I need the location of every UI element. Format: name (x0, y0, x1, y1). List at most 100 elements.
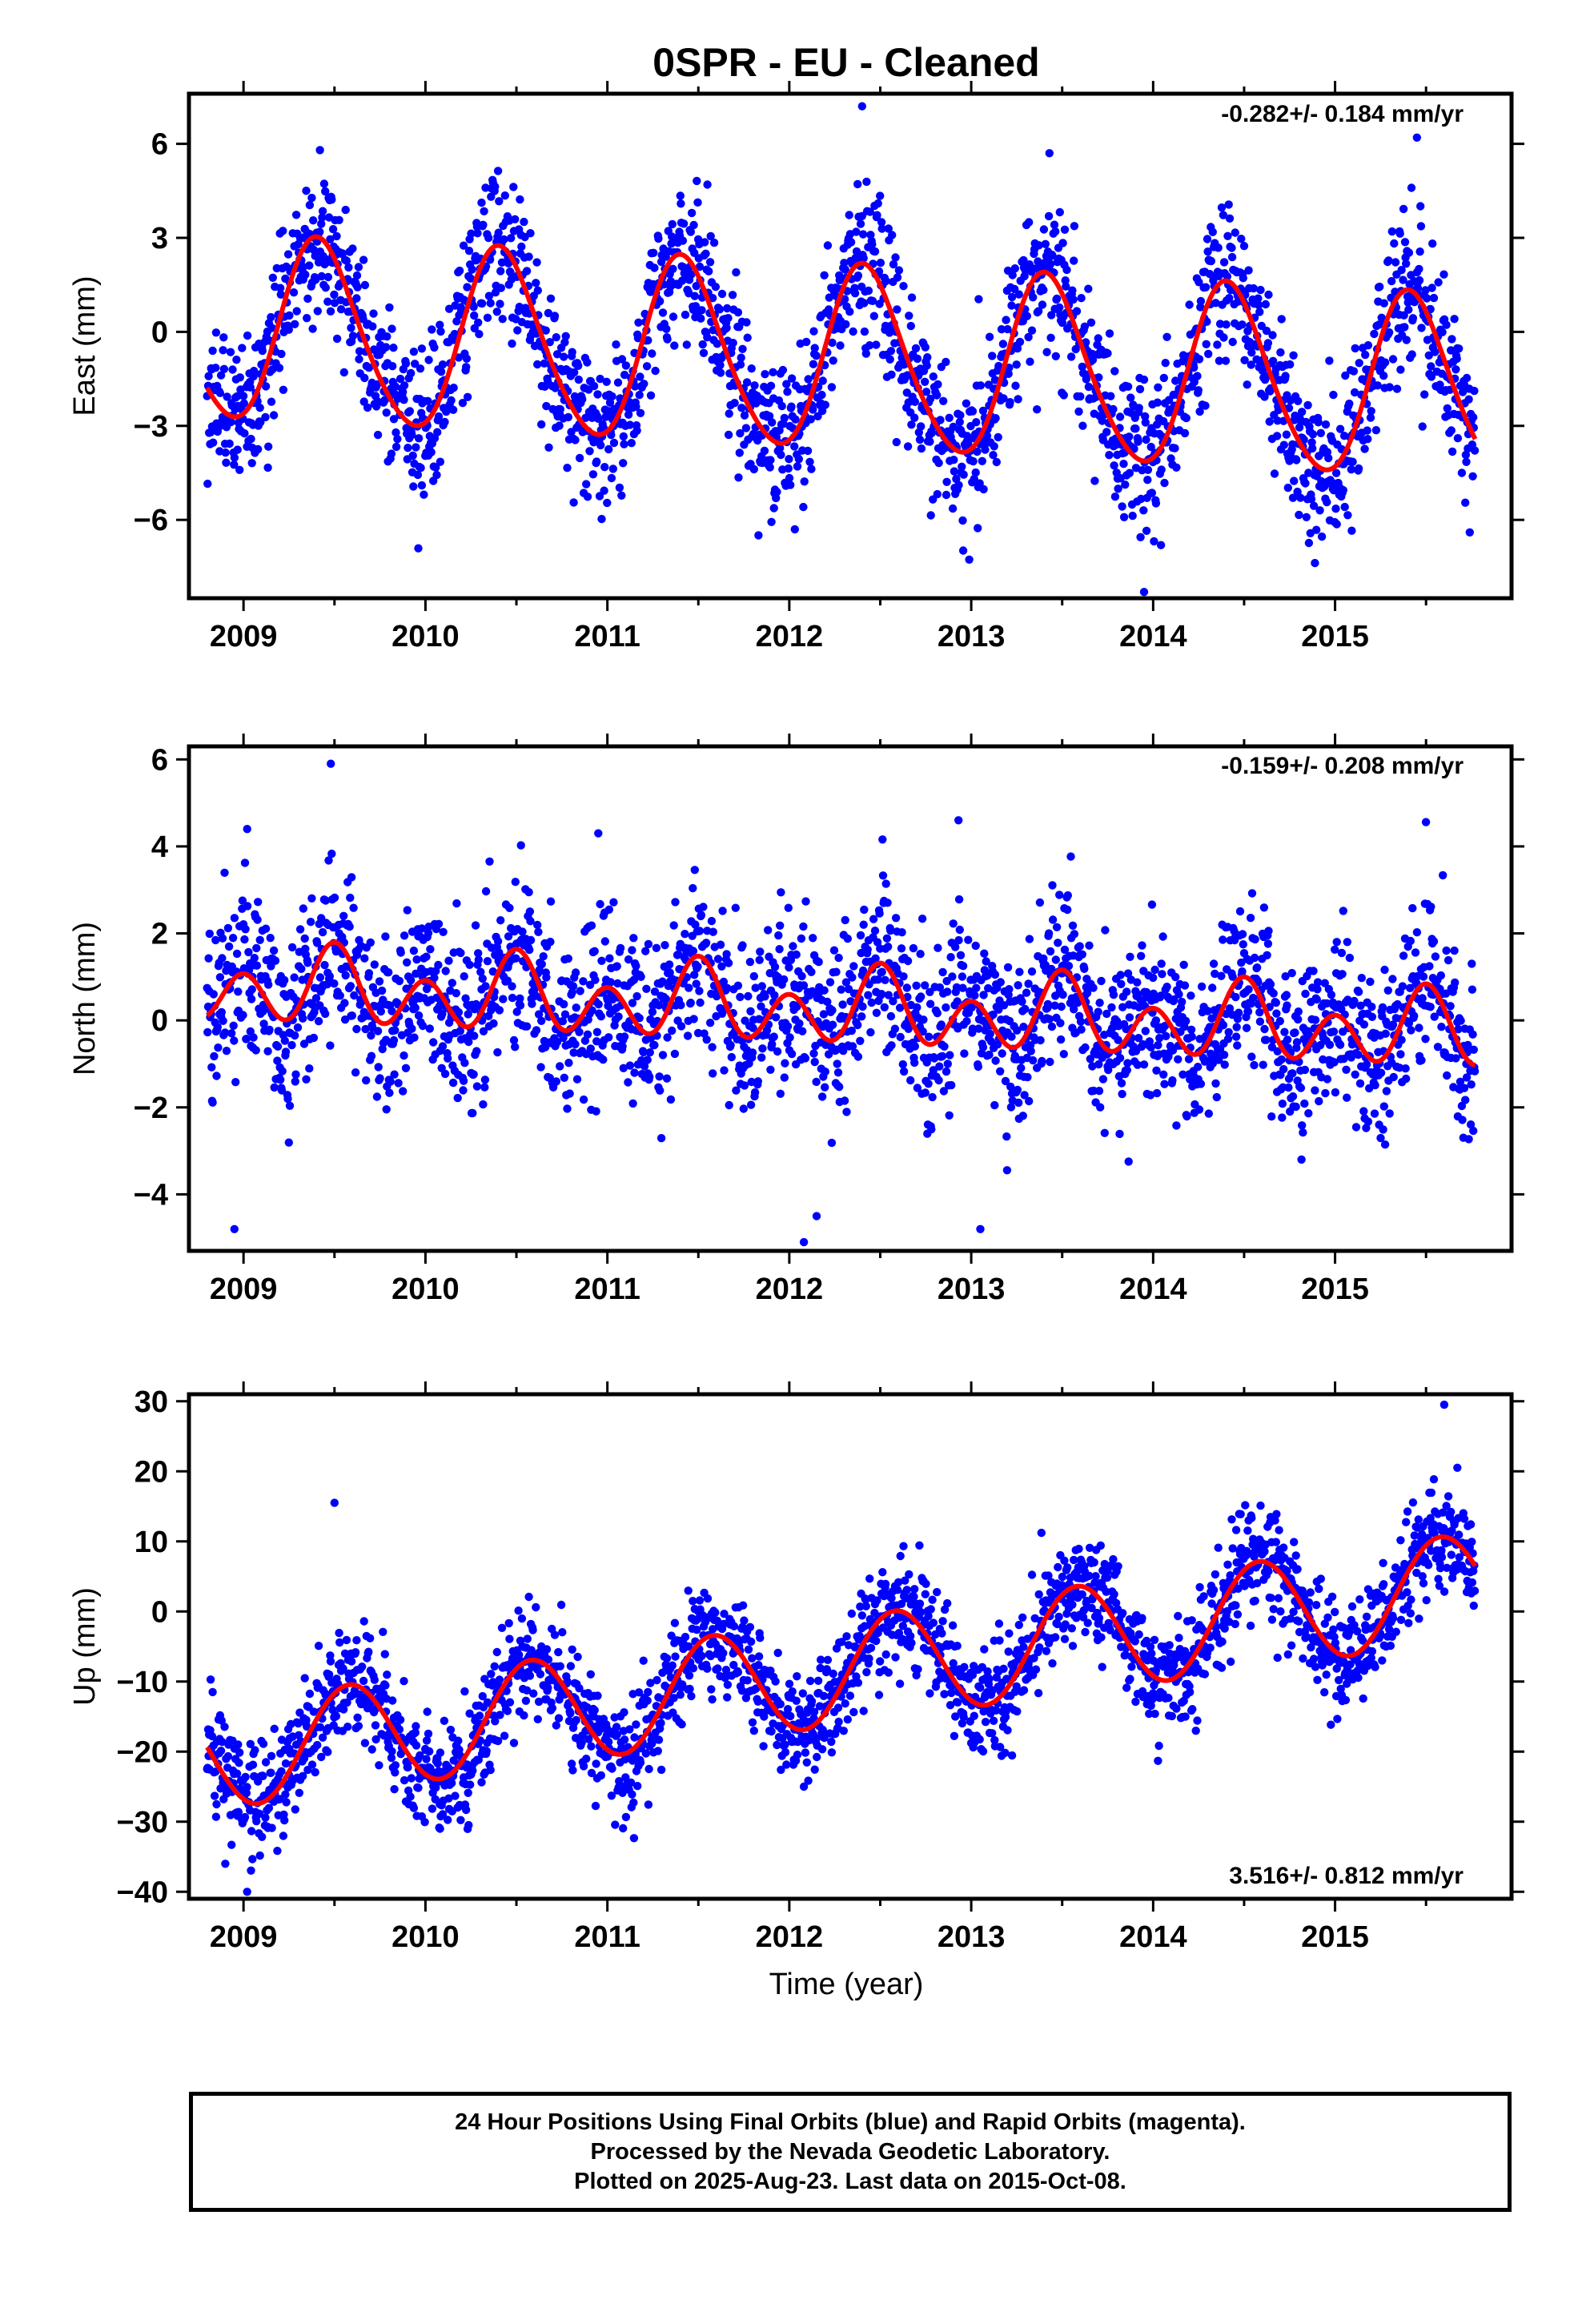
data-point (922, 361, 931, 370)
data-point (1064, 962, 1074, 971)
data-point (511, 215, 520, 223)
data-point (1423, 294, 1431, 303)
data-point (945, 413, 954, 422)
data-point (332, 231, 341, 241)
data-point (614, 1012, 623, 1021)
data-point (319, 179, 329, 188)
data-point (919, 1015, 928, 1024)
data-point (998, 340, 1008, 348)
data-point (733, 981, 743, 991)
data-point (291, 1805, 299, 1814)
data-point (926, 999, 935, 1008)
data-point (926, 987, 934, 997)
data-point (658, 1051, 668, 1059)
data-point (568, 348, 576, 356)
data-point (524, 887, 533, 897)
data-point (690, 292, 699, 300)
data-point (1041, 239, 1050, 248)
data-point (1044, 211, 1054, 221)
data-point (860, 327, 869, 336)
data-point (1407, 350, 1416, 359)
data-point (231, 1078, 240, 1087)
data-point (292, 307, 301, 316)
data-point (841, 320, 850, 329)
data-point (422, 952, 431, 961)
data-point (1098, 1075, 1108, 1084)
data-point (691, 920, 700, 929)
data-point (632, 426, 641, 435)
data-point (442, 407, 451, 416)
data-point (401, 1063, 411, 1073)
data-point (840, 259, 849, 267)
data-point (841, 978, 851, 987)
data-point (1081, 1043, 1090, 1052)
data-point (1172, 1121, 1181, 1130)
data-point (635, 1014, 644, 1023)
data-point (251, 1046, 260, 1055)
data-point (422, 984, 432, 994)
data-point (476, 967, 485, 976)
data-point (828, 338, 837, 348)
data-point (1442, 946, 1451, 955)
data-point (276, 283, 285, 292)
data-point (606, 978, 615, 987)
data-point (368, 322, 377, 331)
data-point (833, 1059, 841, 1068)
data-point (1439, 270, 1448, 279)
data-point (1260, 1024, 1269, 1034)
data-point (1376, 1068, 1386, 1077)
data-point (1288, 1092, 1298, 1101)
data-point (726, 1040, 735, 1050)
data-point (232, 356, 241, 364)
data-point (219, 364, 229, 373)
data-point (414, 434, 424, 443)
data-point (1227, 243, 1236, 252)
data-point (624, 410, 633, 419)
data-point (767, 517, 776, 526)
data-point (471, 921, 480, 930)
data-point (1437, 1023, 1446, 1031)
data-point (783, 1022, 793, 1031)
data-point (216, 1747, 226, 1755)
data-point (896, 1032, 905, 1042)
data-point (589, 381, 599, 391)
data-point (259, 1019, 268, 1028)
data-point (749, 1023, 757, 1032)
data-point (1311, 1015, 1320, 1024)
data-point (1033, 405, 1042, 414)
data-point (1225, 1004, 1235, 1013)
data-point (1219, 333, 1228, 342)
data-point (290, 973, 299, 982)
data-point (395, 976, 404, 986)
data-point (1007, 301, 1016, 310)
data-point (1152, 1088, 1162, 1098)
data-point (886, 926, 895, 935)
data-point (1045, 1015, 1054, 1023)
data-point (661, 941, 669, 950)
data-point (488, 967, 497, 976)
data-point (939, 1087, 949, 1096)
data-point (1418, 994, 1427, 1003)
data-point (912, 981, 921, 991)
data-point (787, 402, 796, 411)
data-point (703, 333, 712, 342)
data-point (986, 1029, 994, 1039)
data-point (612, 340, 620, 349)
data-point (1446, 1002, 1455, 1011)
data-point (1050, 1001, 1059, 1010)
data-point (832, 967, 841, 976)
data-point (1308, 430, 1318, 439)
data-point (917, 992, 926, 1001)
data-point (1146, 1091, 1155, 1100)
data-point (994, 432, 1002, 442)
data-point (583, 358, 592, 367)
data-point (1119, 513, 1129, 521)
data-point (1154, 1040, 1162, 1050)
data-point (1194, 1063, 1203, 1072)
data-point (635, 391, 644, 400)
data-point (645, 1072, 654, 1081)
data-point (801, 1054, 810, 1063)
data-point (836, 341, 845, 350)
data-point (479, 1100, 488, 1109)
data-point (1231, 992, 1240, 1002)
